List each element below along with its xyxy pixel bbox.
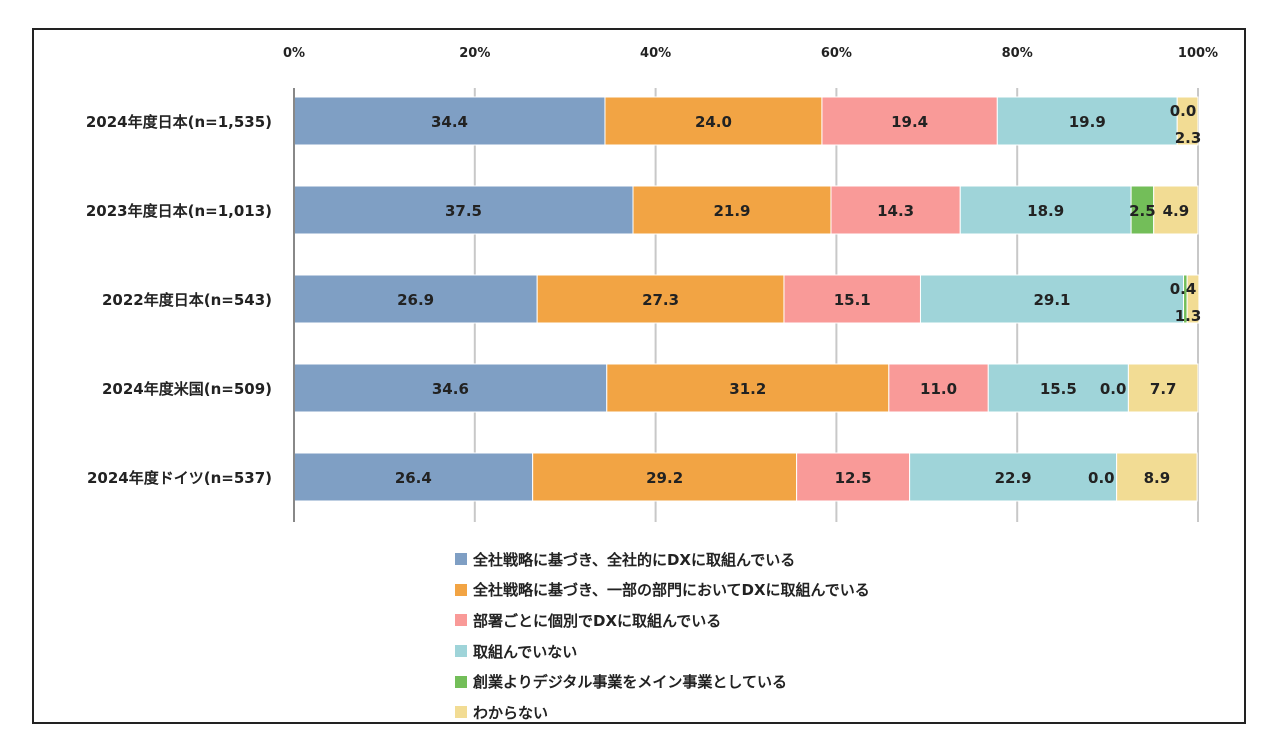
data-label: 26.4	[395, 469, 432, 487]
legend-swatch	[455, 645, 467, 658]
legend-item: 全社戦略に基づき、全社的にDXに取組んでいる	[455, 544, 870, 575]
bar-segment	[293, 96, 606, 146]
legend-swatch	[455, 706, 467, 719]
x-tick-label: 20%	[459, 46, 490, 61]
legend-swatch	[455, 675, 467, 688]
legend-label: 部署ごとに個別でDXに取組んでいる	[473, 611, 722, 630]
bar-segment	[1116, 452, 1198, 502]
data-label: 11.0	[920, 380, 957, 398]
bar-segment	[293, 274, 538, 324]
bar-segment	[919, 274, 1185, 324]
bar-segment	[293, 185, 634, 235]
data-label: 24.0	[695, 113, 732, 131]
data-label: 29.2	[646, 469, 683, 487]
bar-segment	[1153, 185, 1199, 235]
data-label: 18.9	[1027, 202, 1064, 220]
data-label: 4.9	[1163, 202, 1190, 220]
data-label: 37.5	[445, 202, 482, 220]
bar-segment	[1186, 274, 1200, 324]
legend-item: 全社戦略に基づき、一部の部門においてDXに取組んでいる	[455, 575, 870, 606]
data-label: 0.0	[1088, 469, 1115, 487]
data-label: 19.9	[1069, 113, 1106, 131]
data-label: 0.4	[1170, 280, 1197, 298]
data-label: 12.5	[835, 469, 872, 487]
x-tick-label: 40%	[640, 46, 671, 61]
bar-segment	[1176, 96, 1199, 146]
chart-legend: 全社戦略に基づき、全社的にDXに取組んでいる全社戦略に基づき、一部の部門において…	[455, 544, 870, 728]
legend-label: 全社戦略に基づき、一部の部門においてDXに取組んでいる	[473, 581, 870, 600]
bar-segment	[996, 96, 1178, 146]
x-tick-label: 0%	[283, 46, 305, 61]
bar-segment	[821, 96, 998, 146]
legend-label: わからない	[473, 703, 549, 722]
data-label: 14.3	[877, 202, 914, 220]
data-label: 22.9	[995, 469, 1032, 487]
category-label: 2022年度日本(n=543)	[102, 291, 272, 309]
bar-segment	[987, 363, 1129, 413]
data-label: 19.4	[891, 113, 928, 131]
data-label: 26.9	[397, 291, 434, 309]
category-label: 2024年度米国(n=509)	[102, 380, 272, 398]
category-label: 2024年度日本(n=1,535)	[86, 113, 272, 131]
bar-segment	[604, 96, 823, 146]
category-label: 2024年度ドイツ(n=537)	[87, 469, 272, 487]
legend-label: 取組んでいない	[473, 642, 578, 661]
data-label: 1.3	[1175, 307, 1202, 325]
legend-item: 取組んでいない	[455, 636, 870, 667]
legend-label: 創業よりデジタル事業をメイン事業としている	[473, 673, 787, 692]
data-label: 2.5	[1129, 202, 1156, 220]
legend-label: 全社戦略に基づき、全社的にDXに取組んでいる	[473, 550, 796, 569]
data-label: 21.9	[713, 202, 750, 220]
data-label: 15.1	[834, 291, 871, 309]
legend-swatch	[455, 583, 467, 596]
legend-swatch	[455, 553, 467, 566]
data-label: 34.6	[432, 380, 469, 398]
x-tick-label: 60%	[821, 46, 852, 61]
bar-segment	[1127, 363, 1199, 413]
data-label: 27.3	[642, 291, 679, 309]
legend-item: わからない	[455, 697, 870, 728]
bar-segment	[632, 185, 832, 235]
data-label: 34.4	[431, 113, 468, 131]
x-tick-label: 80%	[1002, 46, 1033, 61]
bar-segment	[909, 452, 1118, 502]
bar-segment	[796, 452, 911, 502]
bar-segment	[606, 363, 890, 413]
bar-segment	[888, 363, 989, 413]
legend-swatch	[455, 614, 467, 627]
data-label: 2.3	[1175, 129, 1202, 147]
bar-segment	[783, 274, 921, 324]
x-tick-label: 100%	[1178, 46, 1218, 61]
legend-item: 創業よりデジタル事業をメイン事業としている	[455, 666, 870, 697]
bar-segment	[532, 452, 798, 502]
category-label: 2023年度日本(n=1,013)	[86, 202, 272, 220]
data-label: 7.7	[1150, 380, 1177, 398]
data-label: 15.5	[1040, 380, 1077, 398]
data-label: 31.2	[729, 380, 766, 398]
legend-item: 部署ごとに個別でDXに取組んでいる	[455, 605, 870, 636]
data-label: 8.9	[1144, 469, 1171, 487]
data-label: 0.0	[1170, 102, 1197, 120]
data-label: 29.1	[1033, 291, 1070, 309]
data-label: 0.0	[1100, 380, 1127, 398]
